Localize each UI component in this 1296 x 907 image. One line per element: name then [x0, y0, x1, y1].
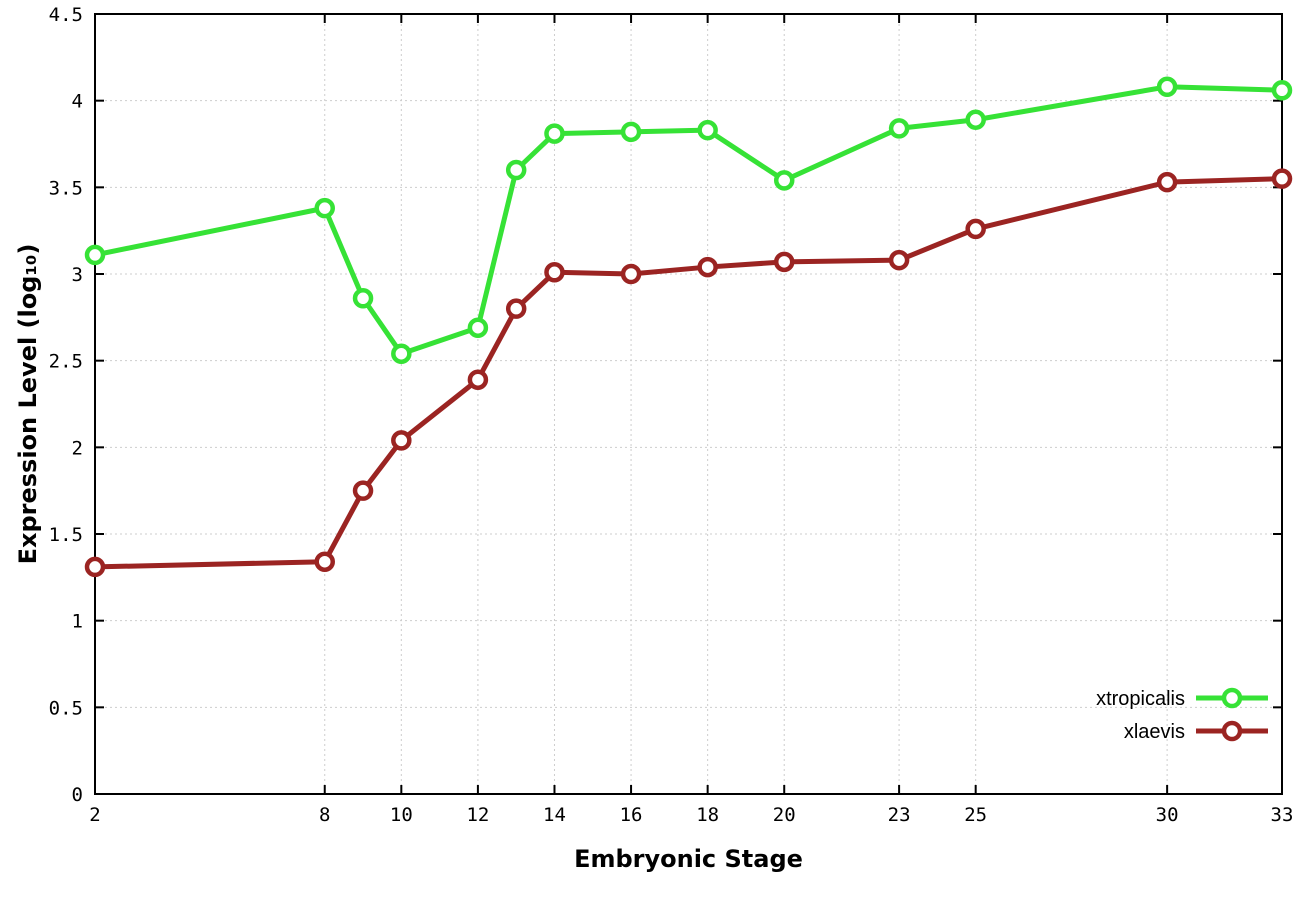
legend-marker-xlaevis [1221, 720, 1243, 742]
y-axis-title: Expression Level (log₁₀) [14, 243, 42, 565]
y-tick-label: 3.5 [49, 177, 83, 199]
x-tick-label: 30 [1156, 804, 1179, 826]
legend-label-xtropicalis: xtropicalis [1096, 688, 1185, 710]
data-point-xtropicalis [505, 159, 527, 181]
data-point-xtropicalis [965, 109, 986, 130]
data-point-xlaevis [391, 430, 412, 451]
data-point-xlaevis [773, 251, 795, 273]
y-tick-label: 4 [72, 91, 83, 113]
data-point-xtropicalis [84, 244, 106, 266]
y-tick-label: 2 [72, 437, 83, 459]
x-tick-label: 16 [620, 804, 643, 826]
data-point-xtropicalis [467, 317, 489, 338]
data-point-xtropicalis [888, 118, 910, 139]
data-point-xtropicalis [314, 197, 335, 219]
x-tick-label: 12 [466, 804, 489, 826]
y-tick-label: 0.5 [49, 697, 83, 719]
data-point-xlaevis [1156, 171, 1178, 193]
series-line-xtropicalis [92, 84, 1285, 357]
data-point-xtropicalis [391, 343, 412, 364]
y-tick-label: 1.5 [49, 524, 83, 546]
legend-marker-xtropicalis [1221, 687, 1243, 709]
x-tick-label: 20 [773, 804, 796, 826]
data-point-xtropicalis [1156, 76, 1178, 98]
y-tick-label: 3 [72, 264, 83, 286]
data-point-xlaevis [888, 249, 910, 271]
data-point-xlaevis [314, 551, 335, 572]
data-point-xlaevis [84, 556, 106, 578]
data-point-xlaevis [544, 262, 565, 283]
x-tick-label: 14 [543, 804, 566, 826]
data-point-xtropicalis [1271, 80, 1293, 101]
y-tick-label: 2.5 [49, 351, 83, 373]
legend-label-xlaevis: xlaevis [1124, 721, 1185, 743]
series-line-xlaevis [92, 176, 1285, 570]
data-point-xlaevis [1271, 168, 1293, 189]
y-tick-label: 4.5 [49, 4, 83, 26]
x-tick-label: 33 [1271, 804, 1294, 826]
x-tick-label: 23 [888, 804, 911, 826]
x-tick-label: 8 [319, 804, 330, 826]
x-tick-label: 10 [390, 804, 413, 826]
data-point-xlaevis [697, 256, 718, 278]
data-point-xtropicalis [352, 288, 374, 309]
data-point-xtropicalis [773, 170, 795, 191]
data-point-xlaevis [467, 369, 489, 390]
y-tick-label: 0 [72, 784, 83, 806]
data-point-xtropicalis [544, 123, 565, 144]
x-tick-label: 18 [696, 804, 719, 826]
data-point-xlaevis [505, 298, 527, 319]
plot-border [94, 13, 1283, 795]
data-point-xtropicalis [620, 121, 642, 143]
data-point-xlaevis [620, 263, 642, 285]
data-point-xtropicalis [697, 119, 718, 141]
data-point-xlaevis [352, 480, 374, 501]
x-tick-label: 2 [89, 804, 100, 826]
y-tick-label: 1 [72, 611, 83, 633]
data-point-xlaevis [965, 218, 986, 240]
x-tick-label: 25 [964, 804, 987, 826]
x-axis-title: Embryonic Stage [574, 845, 803, 873]
